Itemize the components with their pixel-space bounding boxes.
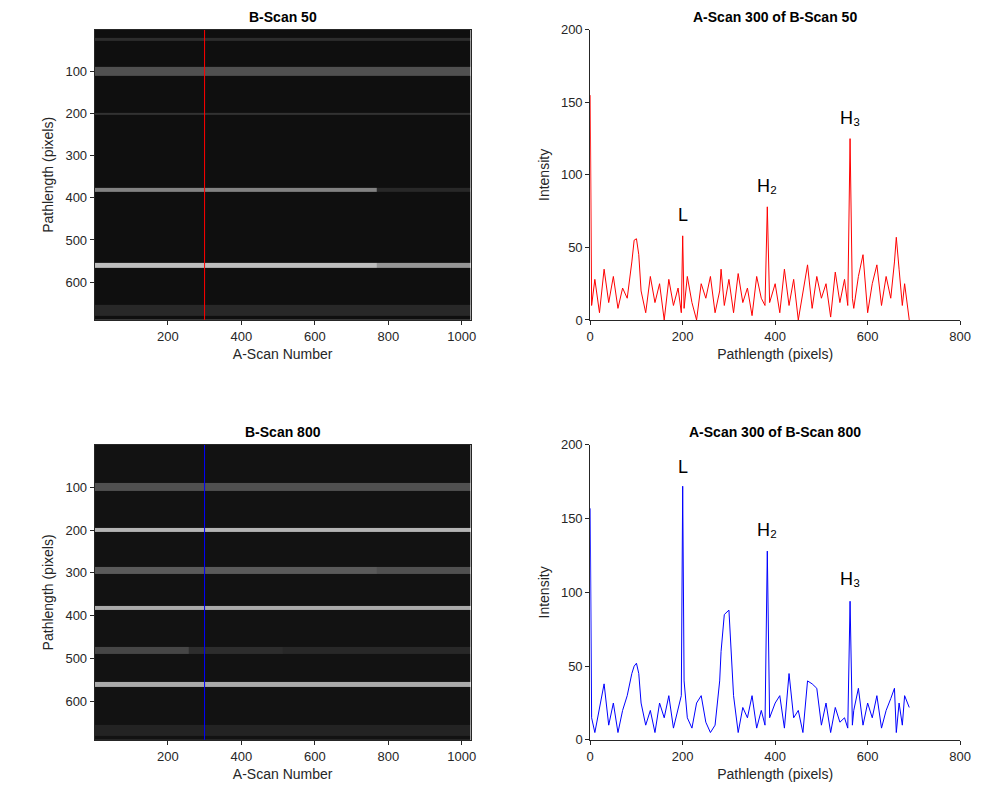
svg-text:600: 600 — [65, 694, 87, 709]
svg-text:0: 0 — [587, 749, 594, 764]
svg-text:1000: 1000 — [447, 329, 476, 344]
svg-text:H₂: H₂ — [757, 520, 777, 540]
svg-text:H₃: H₃ — [840, 569, 860, 589]
svg-text:400: 400 — [65, 608, 87, 623]
svg-text:800: 800 — [949, 749, 971, 764]
svg-text:50: 50 — [568, 240, 582, 255]
svg-text:300: 300 — [65, 148, 87, 163]
svg-text:800: 800 — [949, 329, 971, 344]
svg-text:400: 400 — [65, 190, 87, 205]
svg-text:Pathlength (pixels): Pathlength (pixels) — [717, 766, 833, 782]
svg-text:300: 300 — [65, 565, 87, 580]
svg-text:A-Scan Number: A-Scan Number — [233, 346, 333, 362]
svg-text:200: 200 — [65, 523, 87, 538]
svg-text:100: 100 — [561, 585, 583, 600]
svg-text:600: 600 — [304, 329, 326, 344]
svg-text:400: 400 — [230, 329, 252, 344]
svg-text:Pathlength (pixels): Pathlength (pixels) — [40, 117, 56, 233]
svg-text:200: 200 — [672, 329, 694, 344]
svg-text:600: 600 — [65, 275, 87, 290]
svg-text:Pathlength (pixels): Pathlength (pixels) — [717, 346, 833, 362]
svg-text:B-Scan 50: B-Scan 50 — [249, 9, 317, 25]
svg-text:200: 200 — [157, 329, 179, 344]
svg-text:Intensity: Intensity — [536, 149, 552, 201]
svg-text:600: 600 — [304, 749, 326, 764]
svg-text:150: 150 — [561, 511, 583, 526]
svg-text:100: 100 — [561, 167, 583, 182]
svg-text:600: 600 — [857, 329, 879, 344]
svg-text:100: 100 — [65, 64, 87, 79]
svg-text:L: L — [678, 205, 688, 225]
svg-text:200: 200 — [561, 437, 583, 452]
svg-text:500: 500 — [65, 233, 87, 248]
svg-text:0: 0 — [575, 732, 582, 747]
svg-text:A-Scan 300 of B-Scan 800: A-Scan 300 of B-Scan 800 — [689, 424, 861, 440]
svg-text:A-Scan 300 of B-Scan 50: A-Scan 300 of B-Scan 50 — [693, 9, 857, 25]
svg-text:400: 400 — [764, 329, 786, 344]
svg-text:150: 150 — [561, 95, 583, 110]
svg-text:H₂: H₂ — [757, 176, 777, 196]
svg-text:500: 500 — [65, 651, 87, 666]
svg-text:100: 100 — [65, 480, 87, 495]
svg-text:Intensity: Intensity — [536, 566, 552, 618]
svg-text:0: 0 — [575, 313, 582, 328]
svg-text:B-Scan 800: B-Scan 800 — [245, 424, 321, 440]
svg-text:A-Scan Number: A-Scan Number — [233, 766, 333, 782]
svg-text:400: 400 — [764, 749, 786, 764]
svg-text:L: L — [678, 457, 688, 477]
svg-text:Pathlength (pixels): Pathlength (pixels) — [40, 534, 56, 650]
svg-text:600: 600 — [857, 749, 879, 764]
svg-text:400: 400 — [230, 749, 252, 764]
svg-text:200: 200 — [672, 749, 694, 764]
svg-text:50: 50 — [568, 659, 582, 674]
svg-text:H₃: H₃ — [840, 108, 860, 128]
svg-text:200: 200 — [157, 749, 179, 764]
svg-text:0: 0 — [587, 329, 594, 344]
svg-text:800: 800 — [377, 329, 399, 344]
svg-text:1000: 1000 — [447, 749, 476, 764]
svg-text:200: 200 — [65, 106, 87, 121]
svg-text:800: 800 — [377, 749, 399, 764]
svg-text:200: 200 — [561, 22, 583, 37]
